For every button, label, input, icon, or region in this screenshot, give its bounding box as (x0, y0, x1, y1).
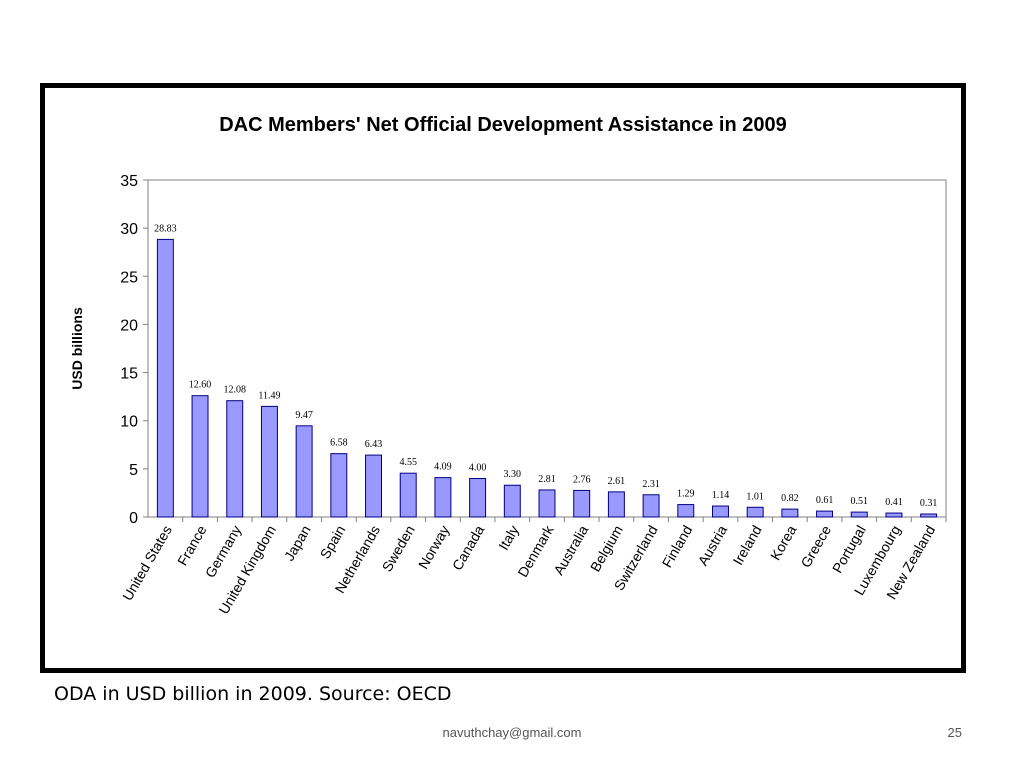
bar-greece (816, 510, 834, 518)
bar-belgium (607, 491, 625, 518)
data-label: 3.30 (504, 469, 521, 480)
bar-luxembourg (885, 512, 903, 518)
bar-norway (434, 477, 452, 518)
data-label: 0.82 (781, 493, 799, 504)
data-label: 1.29 (677, 489, 695, 500)
data-label: 12.60 (189, 380, 212, 391)
x-tick-label: Korea (767, 522, 800, 563)
bar-korea (781, 508, 799, 518)
data-label: 2.31 (642, 479, 660, 490)
data-label: 1.01 (746, 491, 764, 502)
bar-denmark (538, 489, 556, 518)
data-label: 0.41 (885, 497, 903, 508)
x-tick-label: Belgium (587, 523, 626, 575)
bar-united-states (156, 238, 174, 518)
data-label: 2.76 (573, 474, 591, 485)
data-label: 6.58 (330, 438, 348, 449)
data-label: 6.43 (365, 439, 383, 450)
x-tick-label: United States (119, 523, 175, 604)
bar-united-kingdom (260, 405, 278, 518)
y-tick-label: 30 (120, 221, 138, 238)
bar-finland (677, 504, 695, 518)
bar-switzerland (642, 494, 660, 518)
data-label: 2.81 (538, 474, 556, 485)
x-tick-label: Austria (694, 522, 730, 568)
slide-caption: ODA in USD billion in 2009. Source: OECD (54, 683, 452, 705)
y-tick-label: 20 (120, 317, 138, 334)
data-label: 1.14 (712, 490, 730, 501)
footer-email: navuthchay@gmail.com (442, 725, 582, 740)
data-label: 11.49 (258, 390, 280, 401)
y-tick-label: 35 (120, 173, 138, 190)
data-label: 2.61 (608, 476, 626, 487)
bar-chart: DAC Members' Net Official Development As… (69, 114, 947, 617)
page-number: 25 (947, 725, 962, 740)
data-label: 4.09 (434, 462, 452, 473)
data-label: 9.47 (295, 410, 313, 421)
x-tick-label: Italy (495, 523, 522, 553)
chart-frame: DAC Members' Net Official Development As… (40, 83, 966, 673)
bar-germany (226, 400, 244, 518)
y-tick-label: 0 (129, 510, 138, 527)
bar-portugal (850, 511, 868, 518)
x-tick-label: Canada (449, 522, 487, 573)
x-tick-label: Greece (797, 522, 834, 570)
data-label: 12.08 (223, 385, 246, 396)
bar-canada (469, 477, 487, 518)
bar-ireland (746, 506, 764, 518)
x-tick-label: Sweden (379, 523, 418, 575)
y-tick-label: 5 (129, 462, 138, 479)
bar-australia (573, 489, 591, 518)
bar-netherlands (365, 454, 383, 518)
chart-panel: DAC Members' Net Official Development As… (45, 88, 961, 668)
chart-title: DAC Members' Net Official Development As… (219, 114, 787, 136)
x-tick-label: France (174, 522, 210, 568)
data-label: 0.31 (920, 498, 938, 509)
bar-japan (295, 425, 313, 518)
data-label: 28.83 (154, 223, 177, 234)
bar-france (191, 395, 209, 518)
bar-austria (711, 505, 729, 518)
y-tick-label: 15 (120, 366, 138, 383)
x-tick-label: Finland (659, 523, 696, 571)
x-tick-label: Ireland (730, 523, 765, 568)
y-axis-label: USD billions (69, 307, 85, 390)
bar-italy (503, 484, 521, 518)
bar-spain (330, 453, 348, 518)
y-tick-label: 25 (120, 269, 138, 286)
data-label: 0.61 (816, 495, 834, 506)
x-tick-label: Japan (281, 523, 314, 564)
bar-sweden (399, 472, 417, 518)
bar-new-zealand (920, 513, 938, 518)
data-label: 4.00 (469, 462, 487, 473)
x-tick-label: Spain (317, 523, 349, 562)
data-label: 0.51 (851, 496, 869, 507)
y-tick-label: 10 (120, 414, 138, 431)
x-tick-label: Norway (415, 523, 453, 572)
data-label: 4.55 (399, 457, 417, 468)
